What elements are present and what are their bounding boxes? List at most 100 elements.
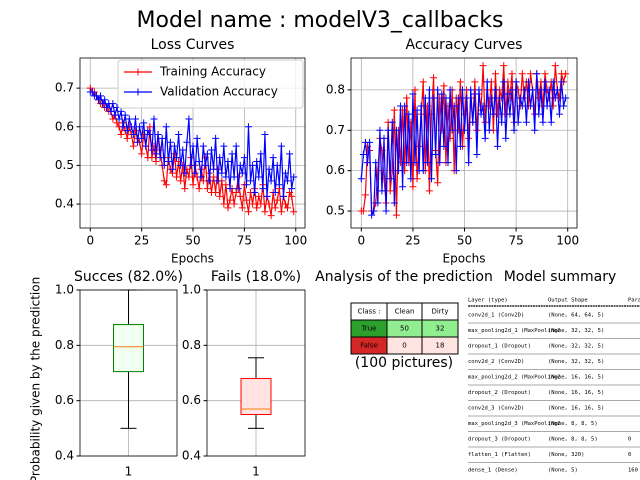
point-marker <box>222 181 230 189</box>
point-marker <box>162 123 170 131</box>
point-marker <box>97 92 105 100</box>
x-axis-label: Epochs <box>171 252 214 266</box>
point-marker <box>529 86 537 94</box>
point-marker <box>522 118 530 126</box>
point-marker <box>134 138 142 146</box>
point-marker <box>226 185 234 193</box>
axes-frame <box>79 289 178 457</box>
point-marker <box>232 188 240 196</box>
point-marker <box>456 78 464 86</box>
point-marker <box>487 94 495 102</box>
point-marker <box>273 196 281 204</box>
point-marker <box>173 173 181 181</box>
legend-label: Training Accuracy <box>159 65 266 79</box>
point-marker <box>284 204 292 212</box>
point-marker <box>547 118 555 126</box>
point-marker <box>109 115 117 123</box>
point-marker <box>421 94 429 102</box>
x-tick-label: 25 <box>134 234 149 248</box>
point-marker <box>473 126 481 134</box>
x-tick-label: 75 <box>237 234 252 248</box>
point-marker <box>461 126 469 134</box>
point-marker <box>549 78 557 86</box>
point-marker <box>277 142 285 150</box>
point-marker <box>146 131 154 138</box>
point-marker <box>456 142 464 150</box>
summary-cell: (None, 64, 64, 5) <box>548 313 604 319</box>
point-marker <box>419 167 427 175</box>
point-marker <box>448 126 456 134</box>
point-marker <box>386 187 394 195</box>
figure-title: Model name : modelV3_callbacks <box>137 8 504 33</box>
axes-frame <box>350 57 578 229</box>
summary-cell: 0 <box>628 452 631 458</box>
point-marker <box>545 86 553 94</box>
table-cell-text: 32 <box>436 325 445 333</box>
point-marker <box>185 173 193 181</box>
x-tick-label: 0 <box>86 234 94 248</box>
point-marker <box>261 131 269 138</box>
y-tick-label: 0.4 <box>55 197 74 211</box>
point-marker <box>138 134 146 142</box>
point-marker <box>481 134 489 142</box>
summary-cell: (None, 5) <box>548 468 578 474</box>
point-marker <box>489 110 497 118</box>
point-marker <box>265 165 273 173</box>
table-cell-text: False <box>360 342 378 350</box>
y-tick-label: 0.8 <box>55 338 74 352</box>
point-marker <box>158 134 166 142</box>
point-marker <box>539 118 547 126</box>
y-tick-label: 0.6 <box>182 393 201 407</box>
point-marker <box>386 175 394 183</box>
x-axis-label: Epochs <box>443 252 486 266</box>
point-marker <box>368 211 376 219</box>
box <box>113 324 144 373</box>
point-marker <box>123 134 131 142</box>
point-marker <box>485 126 493 134</box>
summary-cell: (None, 8, 8, 5) <box>548 437 598 443</box>
table-cell-text: 50 <box>400 325 409 333</box>
point-marker <box>471 78 479 86</box>
summary-cell: (None, 320) <box>548 452 584 458</box>
point-marker <box>440 142 448 150</box>
point-marker <box>527 102 535 110</box>
point-marker <box>454 94 462 102</box>
point-marker <box>434 86 442 94</box>
point-marker <box>103 103 111 111</box>
point-marker <box>195 158 203 166</box>
point-marker <box>543 102 551 110</box>
point-marker <box>288 185 296 193</box>
table-cell <box>421 336 459 355</box>
point-marker <box>286 150 294 158</box>
point-marker <box>249 200 257 208</box>
point-marker <box>357 175 365 183</box>
point-marker <box>216 154 224 162</box>
point-marker <box>465 159 473 167</box>
y-tick-label: 0.6 <box>55 119 74 133</box>
table-header: Dirty <box>431 308 448 316</box>
point-marker <box>366 138 374 146</box>
point-marker <box>152 150 160 158</box>
point-marker <box>187 161 195 169</box>
point-marker <box>465 134 473 142</box>
point-marker <box>251 188 259 196</box>
point-marker <box>520 86 528 94</box>
point-marker <box>191 169 199 177</box>
y-tick-label: 0.4 <box>182 449 201 463</box>
summary-cell: (None, 16, 16, 5) <box>548 390 604 396</box>
point-marker <box>113 119 121 127</box>
point-marker <box>527 70 535 78</box>
table-cell-text: 0 <box>402 342 406 350</box>
point-marker <box>413 175 421 183</box>
point-marker <box>558 78 566 86</box>
point-marker <box>364 159 372 167</box>
point-marker <box>269 154 277 162</box>
point-marker <box>220 142 228 150</box>
y-tick-label: 1.0 <box>182 283 201 297</box>
point-marker <box>199 142 207 150</box>
point-marker <box>401 102 409 110</box>
summary-cell: dense_1 (Dense) <box>468 468 518 474</box>
point-marker <box>403 159 411 167</box>
analysis-title: Analysis of the prediction <box>315 269 493 285</box>
point-marker <box>255 173 263 181</box>
